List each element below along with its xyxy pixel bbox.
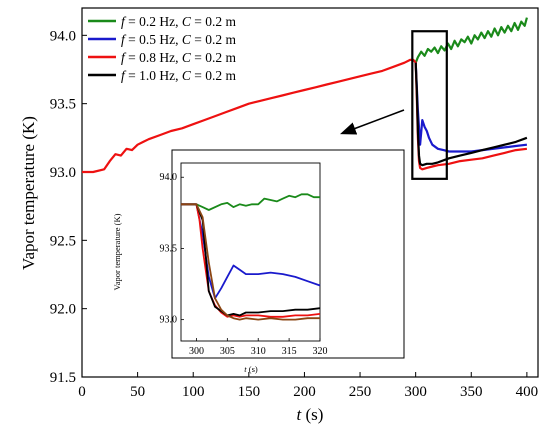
inset-x-tick-label: 310	[251, 346, 266, 357]
x-tick-label: 350	[460, 384, 483, 400]
main-axis-ticks: 0 50 100 150 200 250 300 350 400 91.5 92.0 92.5 93.0…	[50, 28, 538, 400]
inset-series-line-4	[181, 203, 321, 317]
inset-series-group	[181, 193, 321, 321]
x-tick-label: 250	[349, 384, 372, 400]
inset-x-tick-label: 315	[282, 346, 297, 357]
inset-series-line-5	[181, 203, 320, 321]
x-tick-label: 150	[238, 384, 261, 400]
legend-label-4: f = 1.0 Hz, C = 0.2 m	[121, 68, 237, 83]
legend-label-3: f = 0.8 Hz, C = 0.2 m	[121, 50, 237, 65]
inset-y-tick-label: 94.0	[160, 172, 178, 183]
x-tick-label: 0	[78, 384, 86, 400]
y-tick-label: 91.5	[50, 370, 76, 386]
series-line-2	[414, 62, 528, 153]
y-tick-label: 92.5	[50, 233, 76, 249]
main-series-group	[82, 17, 528, 174]
zoom-region-box	[411, 30, 448, 180]
legend-label-2: f = 0.5 Hz, C = 0.2 m	[121, 32, 237, 47]
inset-series-line-3	[181, 203, 321, 318]
x-tick-label: 200	[293, 384, 316, 400]
y-tick-label: 93.5	[50, 97, 76, 113]
inset-plot-frame	[180, 162, 321, 342]
inset-x-axis-title: t (s)	[244, 364, 258, 374]
y-tick-label: 92.0	[50, 302, 76, 318]
series-line-3	[82, 58, 528, 174]
inset-y-tick-label: 93.0	[160, 315, 178, 326]
inset-x-tick-label: 320	[313, 346, 328, 357]
inset-axis-ticks: 300 305 310 315 320 93.0 93.5 94.0	[160, 172, 328, 357]
x-tick-label: 50	[130, 384, 145, 400]
y-tick-label: 93.0	[50, 165, 76, 181]
inset-series-line-1	[181, 193, 320, 211]
y-tick-label: 94.0	[50, 28, 76, 44]
y-axis-title: Vapor temperature (K)	[19, 116, 38, 270]
inset-y-tick-label: 93.5	[160, 243, 178, 254]
inset-x-tick-label: 305	[220, 346, 235, 357]
x-axis-title: t (s)	[297, 405, 324, 424]
series-line-4	[414, 62, 528, 167]
x-tick-label: 100	[182, 384, 205, 400]
x-tick-label: 400	[516, 384, 539, 400]
inset-x-tick-label: 300	[189, 346, 204, 357]
series-line-1	[414, 17, 528, 64]
x-tick-label: 300	[404, 384, 427, 400]
inset-y-axis-title: Vapor temperature (K)	[112, 213, 122, 290]
legend-label-1: f = 0.2 Hz, C = 0.2 m	[121, 14, 237, 29]
zoom-arrow	[340, 109, 405, 135]
legend: f = 0.2 Hz, C = 0.2 m f = 0.5 Hz, C = 0.2…	[88, 14, 237, 83]
